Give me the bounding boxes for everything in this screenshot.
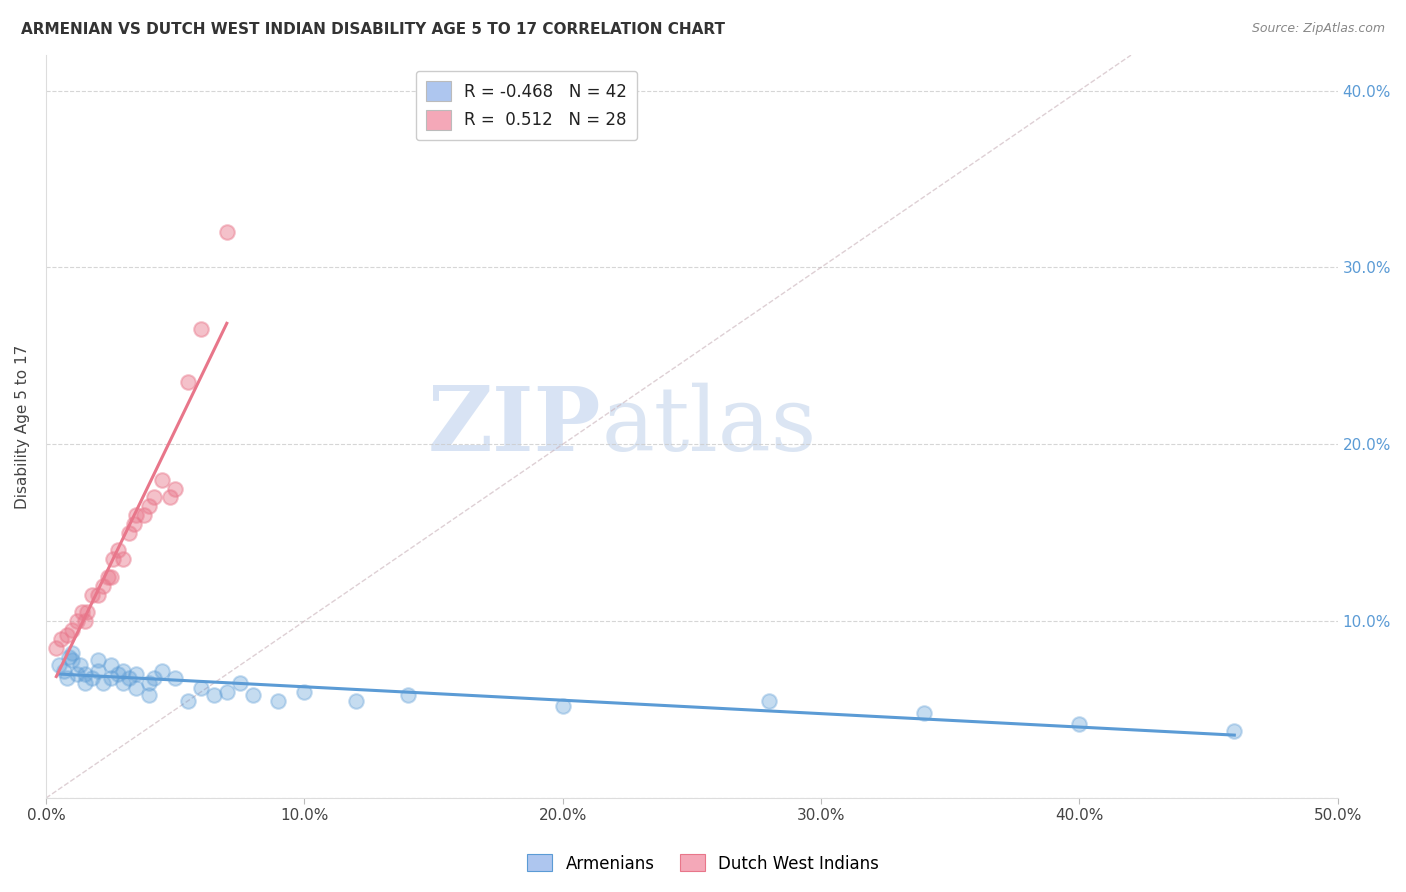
- Point: [69, 658, 91, 673]
- Point: [912, 706, 935, 721]
- Point: [138, 499, 160, 513]
- Point: [55, 671, 77, 685]
- Y-axis label: Disability Age 5 to 17: Disability Age 5 to 17: [15, 344, 30, 508]
- Legend: R = -0.468   N = 42, R =  0.512   N = 28: R = -0.468 N = 42, R = 0.512 N = 28: [416, 70, 637, 140]
- Point: [82, 671, 104, 685]
- Point: [91, 676, 114, 690]
- Point: [60, 646, 83, 660]
- Point: [76, 605, 98, 619]
- Point: [60, 653, 83, 667]
- Point: [551, 699, 574, 714]
- Point: [91, 579, 114, 593]
- Point: [344, 694, 367, 708]
- Point: [143, 671, 166, 685]
- Point: [138, 676, 160, 690]
- Point: [165, 671, 187, 685]
- Point: [292, 685, 315, 699]
- Point: [100, 671, 122, 685]
- Point: [190, 322, 212, 336]
- Legend: Armenians, Dutch West Indians: Armenians, Dutch West Indians: [520, 847, 886, 880]
- Point: [73, 614, 96, 628]
- Point: [117, 525, 139, 540]
- Point: [267, 694, 290, 708]
- Point: [758, 694, 780, 708]
- Point: [66, 614, 89, 628]
- Point: [100, 658, 122, 673]
- Point: [228, 676, 250, 690]
- Point: [112, 552, 135, 566]
- Point: [112, 664, 135, 678]
- Point: [215, 685, 238, 699]
- Point: [143, 491, 166, 505]
- Point: [101, 552, 124, 566]
- Point: [73, 676, 96, 690]
- Point: [82, 588, 104, 602]
- Point: [55, 628, 77, 642]
- Point: [86, 653, 108, 667]
- Point: [86, 664, 108, 678]
- Point: [70, 605, 93, 619]
- Point: [51, 632, 73, 646]
- Point: [150, 664, 173, 678]
- Point: [107, 543, 129, 558]
- Point: [107, 667, 129, 681]
- Point: [134, 508, 156, 522]
- Point: [86, 588, 108, 602]
- Text: ZIP: ZIP: [427, 383, 602, 470]
- Point: [117, 671, 139, 685]
- Point: [48, 658, 70, 673]
- Point: [58, 649, 80, 664]
- Point: [45, 640, 67, 655]
- Point: [138, 689, 160, 703]
- Point: [396, 689, 419, 703]
- Point: [190, 681, 212, 696]
- Point: [53, 664, 76, 678]
- Point: [125, 681, 148, 696]
- Point: [60, 623, 83, 637]
- Point: [1223, 723, 1246, 738]
- Point: [97, 570, 120, 584]
- Text: Source: ZipAtlas.com: Source: ZipAtlas.com: [1251, 22, 1385, 36]
- Point: [1069, 716, 1091, 731]
- Point: [125, 667, 148, 681]
- Point: [242, 689, 264, 703]
- Text: atlas: atlas: [602, 383, 817, 470]
- Point: [66, 667, 89, 681]
- Point: [159, 491, 181, 505]
- Text: ARMENIAN VS DUTCH WEST INDIAN DISABILITY AGE 5 TO 17 CORRELATION CHART: ARMENIAN VS DUTCH WEST INDIAN DISABILITY…: [21, 22, 725, 37]
- Point: [73, 667, 96, 681]
- Point: [100, 570, 122, 584]
- Point: [122, 516, 145, 531]
- Point: [165, 482, 187, 496]
- Point: [202, 689, 225, 703]
- Point: [177, 694, 200, 708]
- Point: [125, 508, 148, 522]
- Point: [112, 676, 135, 690]
- Point: [177, 376, 200, 390]
- Point: [215, 225, 238, 239]
- Point: [150, 473, 173, 487]
